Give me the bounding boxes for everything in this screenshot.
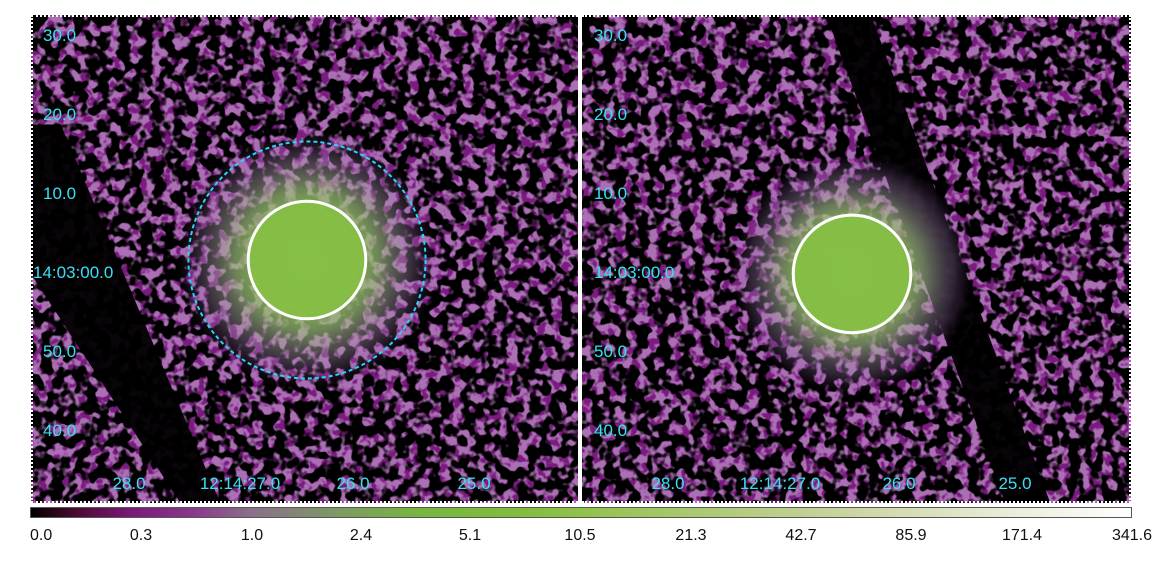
dec-label: 40.0 (43, 421, 77, 440)
left-axis-ticks (31, 15, 39, 503)
ra-label: 12:14:27.0 (199, 474, 281, 493)
dec-label: 14:03:00.0 (594, 263, 675, 282)
colorbar-label: 0.0 (30, 527, 53, 544)
colorbar-label: 85.9 (895, 527, 927, 544)
colorbar-label: 10.5 (564, 527, 596, 544)
right-axis-ticks (1123, 15, 1131, 503)
ra-label: 26.0 (882, 474, 916, 493)
dec-label: 30.0 (43, 26, 77, 45)
ra-label: 12:14:27.0 (739, 474, 821, 493)
colorbar-label: 0.3 (129, 527, 153, 544)
colorbar-label: 171.4 (1001, 527, 1043, 544)
colorbar-label: 5.1 (458, 527, 482, 544)
dec-label: 20.0 (43, 105, 77, 124)
colorbar-label: 21.3 (675, 527, 707, 544)
ra-label: 28.0 (112, 474, 146, 493)
top-axis-ticks (582, 15, 1131, 23)
colorbar-label: 42.7 (785, 527, 817, 544)
xray-image-right (582, 15, 1131, 503)
ra-label: 26.0 (336, 474, 370, 493)
colorbar-label: 1.0 (240, 527, 264, 544)
colorbar-label: 341.6 (1111, 527, 1153, 544)
dec-label: 14:03:00.0 (33, 263, 114, 282)
dec-label: 20.0 (594, 105, 628, 124)
dec-label: 40.0 (594, 421, 628, 440)
ra-label: 25.0 (998, 474, 1032, 493)
dec-label: 10.0 (594, 184, 628, 203)
bottom-axis-ticks (31, 495, 578, 503)
ra-label: 28.0 (651, 474, 685, 493)
ra-label: 25.0 (457, 474, 491, 493)
image-panel-right[interactable]: 30.0 20.0 10.0 14:03:00.0 50.0 40.0 28.0… (581, 14, 1132, 504)
image-panel-left[interactable]: 30.0 20.0 10.0 14:03:00.0 50.0 40.0 28.0… (30, 14, 579, 504)
bottom-axis-ticks (582, 495, 1131, 503)
source-region[interactable] (246, 199, 368, 321)
top-axis-ticks (31, 15, 578, 23)
dec-label: 50.0 (43, 342, 77, 361)
xray-image-left (31, 15, 578, 503)
dec-label: 10.0 (43, 184, 77, 203)
dec-label: 50.0 (594, 342, 628, 361)
colorbar-label: 2.4 (349, 527, 373, 544)
source-region[interactable] (791, 213, 913, 335)
dec-label: 30.0 (594, 26, 628, 45)
colorbar[interactable] (30, 507, 1132, 518)
